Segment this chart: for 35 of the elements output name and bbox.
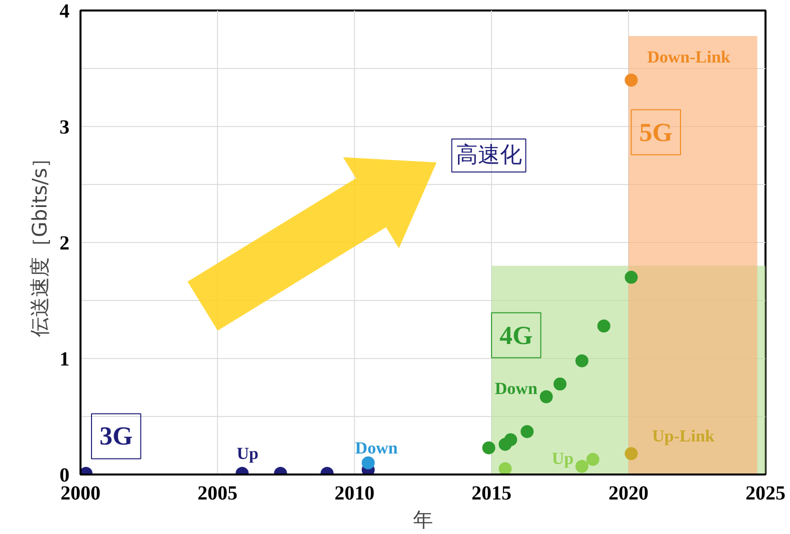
- x-tick-label: 2020: [608, 482, 648, 504]
- point: [520, 425, 534, 438]
- point: [554, 378, 566, 391]
- x-tick-label: 2005: [198, 482, 238, 504]
- y-axis-title: 伝送速度［Gbits/s］: [28, 148, 52, 338]
- point: [498, 462, 512, 474]
- series-label: Up: [552, 448, 574, 468]
- x-tick-label: 2025: [746, 482, 786, 504]
- x-tick-label: 2015: [472, 482, 512, 504]
- point: [624, 447, 638, 460]
- y-tick-label: 2: [60, 232, 70, 254]
- series-label: Down: [494, 379, 538, 398]
- point: [586, 452, 600, 466]
- point: [624, 74, 638, 87]
- point: [597, 320, 610, 333]
- y-tick-label: 3: [60, 116, 70, 138]
- series-label: Up: [236, 444, 259, 464]
- x-axis-title: 年: [413, 508, 433, 532]
- point: [575, 354, 588, 368]
- y-tick-label: 1: [60, 348, 70, 370]
- x-tick-label: 2010: [334, 482, 374, 504]
- series-label: Up-Link: [652, 426, 716, 446]
- series-label: Down: [355, 438, 398, 458]
- point: [504, 433, 518, 446]
- point: [624, 270, 638, 284]
- point: [362, 456, 375, 470]
- annotation: 5G: [639, 118, 673, 147]
- point: [575, 460, 588, 473]
- y-tick-label: 4: [60, 0, 70, 22]
- annotation: 4G: [500, 320, 533, 350]
- series-label: Down-Link: [647, 47, 731, 66]
- point: [482, 441, 496, 454]
- point: [540, 390, 553, 404]
- annotation: 3G: [100, 422, 133, 451]
- annotation: 高速化: [456, 143, 522, 168]
